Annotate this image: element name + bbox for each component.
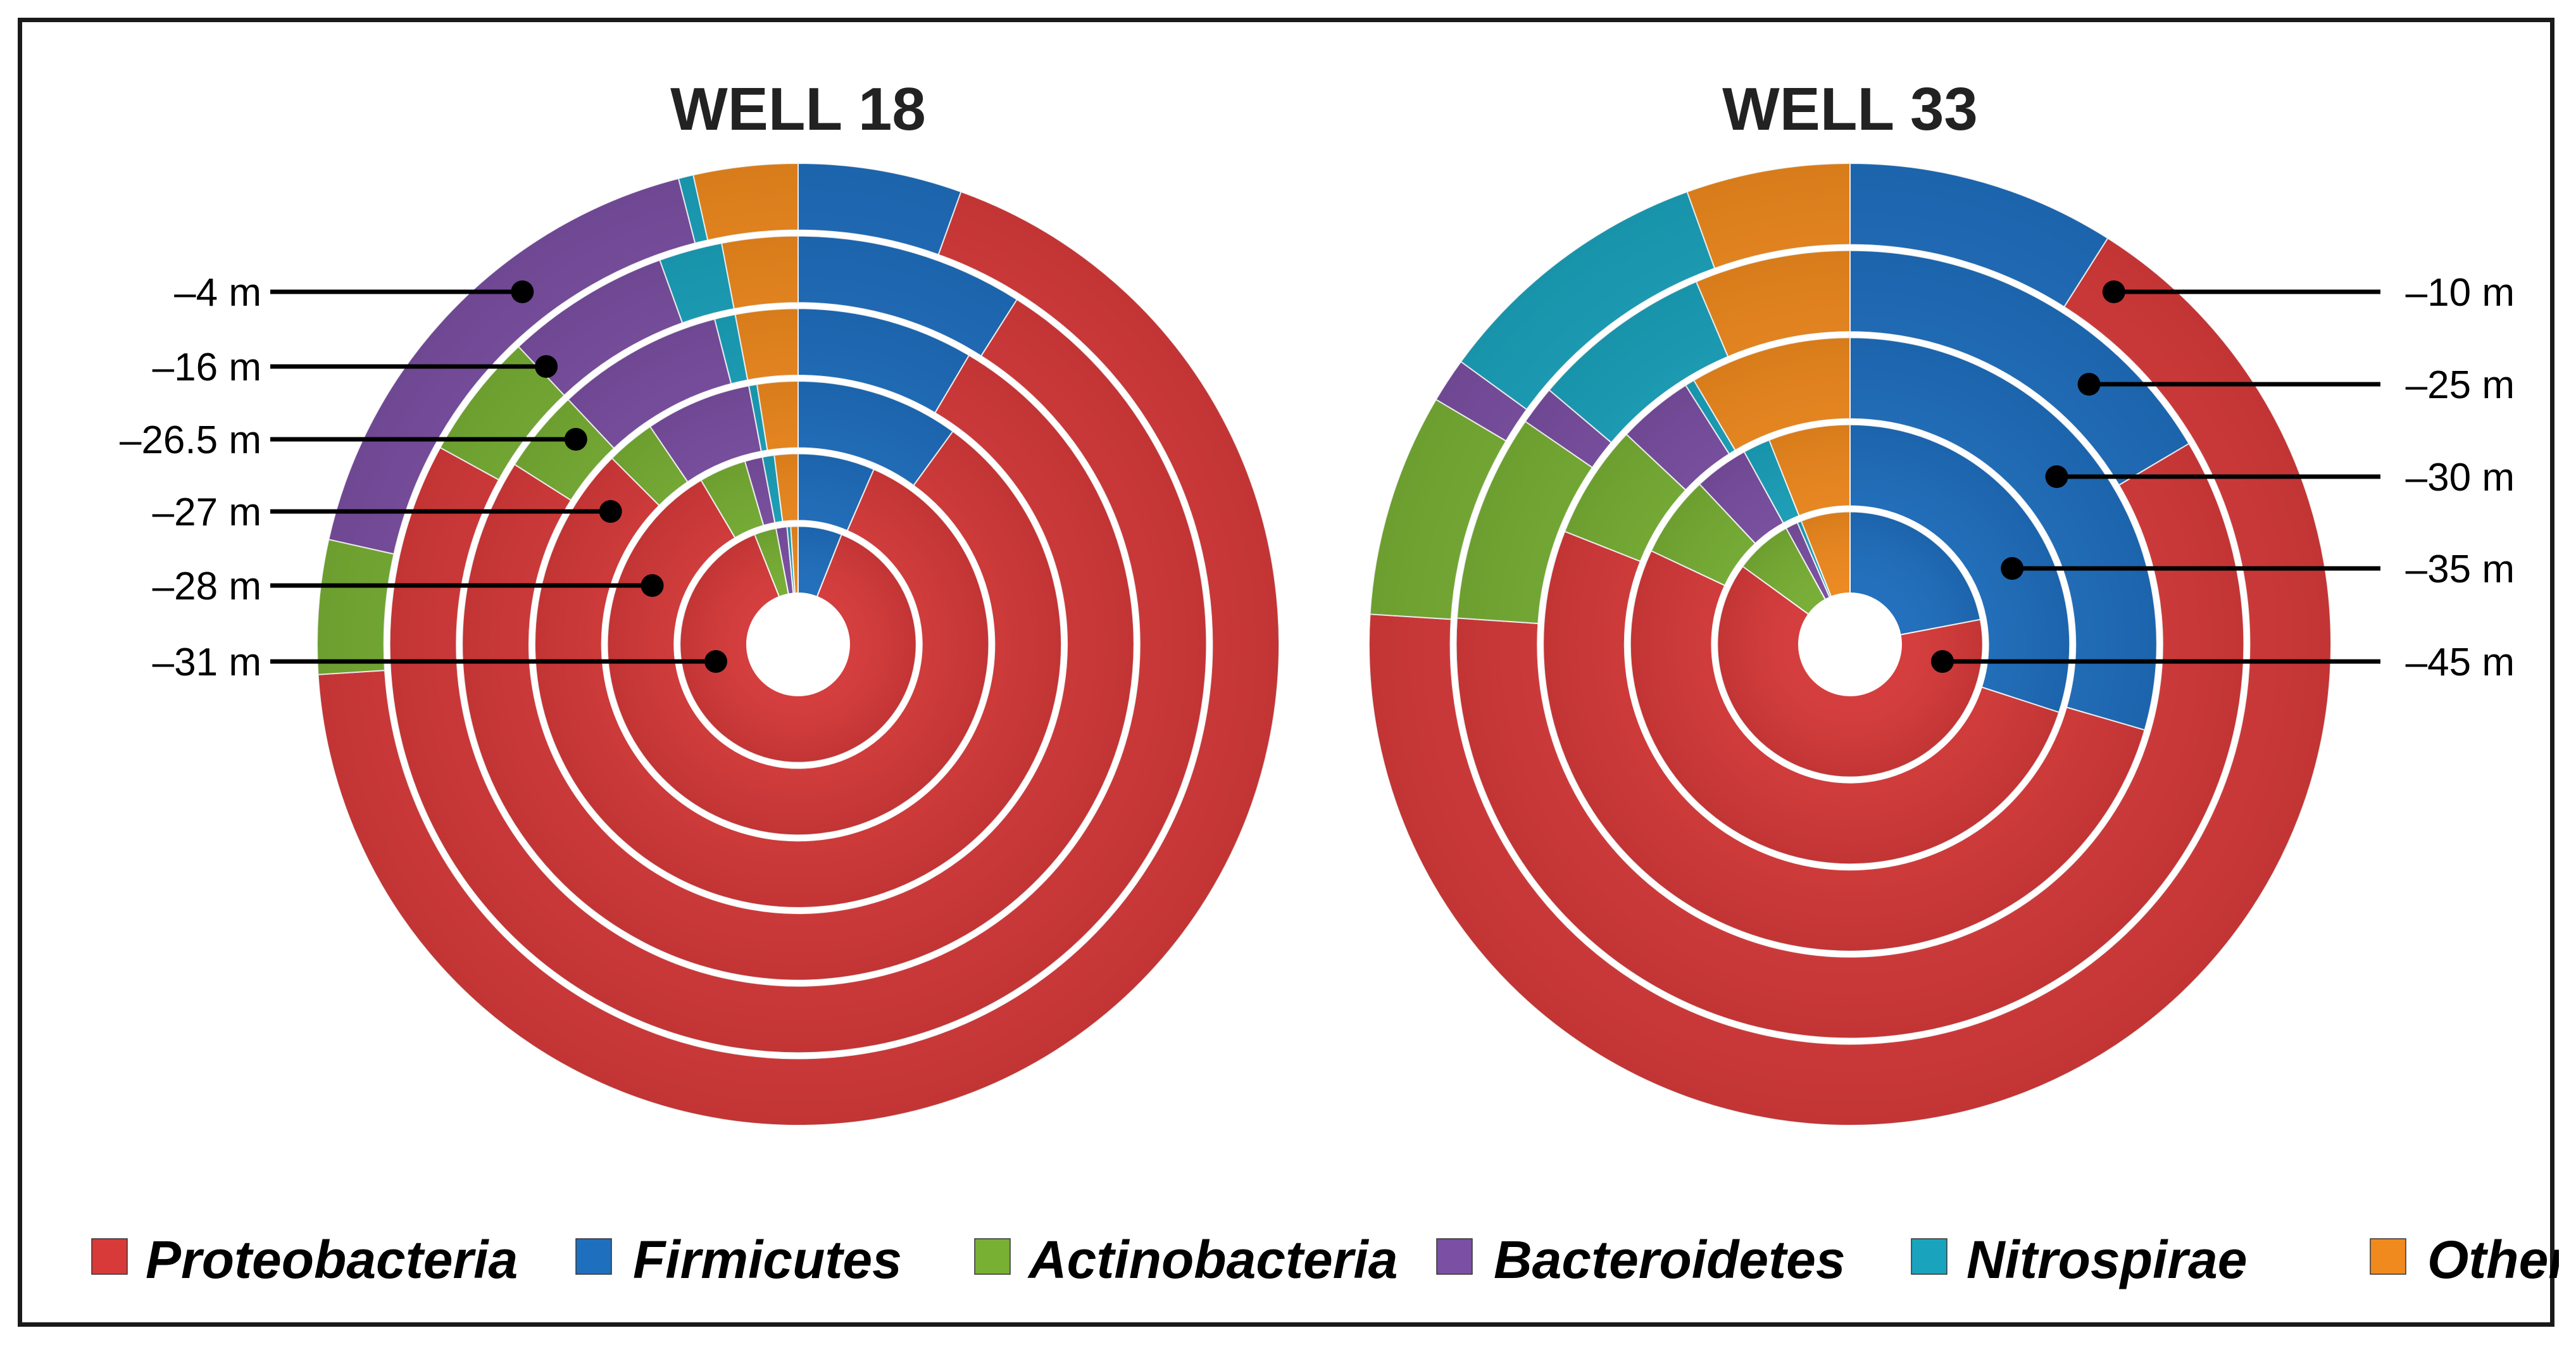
leader-dot: [599, 500, 622, 523]
leader-dot: [2077, 373, 2101, 396]
leader-dot: [564, 428, 587, 451]
depth-marker-25-m: –25 m: [2077, 363, 2515, 407]
legend-item-bacteroidetes: Bacteroidetes: [1436, 1230, 1846, 1289]
leader-dot: [2001, 557, 2024, 580]
depth-label: –10 m: [2406, 271, 2515, 315]
legend-swatch: [2370, 1238, 2406, 1275]
depth-marker-30-m: –30 m: [2045, 456, 2515, 499]
depth-label: –45 m: [2406, 641, 2515, 684]
donut-chart-well-18: WELL 18 –4 m –16 m –26.5 m –27 m –28 m –31 m: [120, 75, 1280, 1126]
leader-dot: [1931, 650, 1954, 673]
depth-label: –26.5 m: [120, 418, 261, 462]
depth-label: –4 m: [174, 271, 261, 315]
figure-frame: WELL 18 –4 m –16 m –26.5 m –27 m –28 m –31 m WE…: [18, 18, 2559, 1327]
ring-31-m: [679, 525, 917, 763]
leader-dot: [641, 574, 664, 597]
depth-marker-26-5-m: –26.5 m: [120, 418, 587, 462]
legend-label: Bacteroidetes: [1494, 1230, 1846, 1289]
chart-canvas: WELL 18–4 m–16 m–26.5 m–27 m–28 m–31 mWE…: [91, 75, 2559, 1289]
slice-actinobacteria: [316, 539, 395, 675]
slice-proteobacteria: [606, 468, 990, 836]
ring-28-m: [606, 453, 990, 836]
depth-label: –28 m: [153, 565, 261, 608]
donut-chart-well-33: WELL 33 –10 m –25 m –30 m –35 m –45 m: [1368, 75, 2515, 1126]
legend-label: Firmicutes: [633, 1230, 902, 1289]
ring-4-m: [316, 162, 1280, 1126]
legend-item-actinobacteria: Actinobacteria: [974, 1230, 1398, 1289]
chart-title: WELL 18: [670, 75, 926, 143]
legend-item-other: Other: [2370, 1230, 2559, 1289]
legend-item-firmicutes: Firmicutes: [575, 1230, 902, 1289]
slice-other: [720, 235, 799, 310]
legend-item-proteobacteria: Proteobacteria: [91, 1230, 518, 1289]
legend-item-nitrospirae: Nitrospirae: [1911, 1230, 2247, 1289]
leader-dot: [2102, 280, 2125, 303]
depth-marker-27-m: –27 m: [153, 491, 622, 534]
leader-dot: [704, 650, 727, 673]
legend-label: Other: [2427, 1230, 2559, 1289]
depth-marker-35-m: –35 m: [2001, 548, 2515, 591]
depth-label: –25 m: [2406, 363, 2515, 407]
ring-35-m: [1629, 423, 2071, 865]
legend-label: Actinobacteria: [1027, 1230, 1398, 1289]
chart-title: WELL 33: [1722, 75, 1978, 143]
legend-label: Proteobacteria: [146, 1230, 518, 1289]
leader-dot: [2045, 465, 2068, 488]
leader-dot: [511, 280, 534, 303]
depth-marker-28-m: –28 m: [153, 565, 664, 608]
legend-swatch: [575, 1238, 612, 1275]
legend-swatch: [1436, 1238, 1473, 1275]
ring-45-m: [1716, 511, 1984, 778]
legend-swatch: [91, 1238, 128, 1275]
slice-other: [692, 162, 799, 241]
depth-marker-4-m: –4 m: [174, 271, 534, 315]
depth-label: –27 m: [153, 491, 261, 534]
depth-marker-16-m: –16 m: [153, 346, 558, 389]
depth-label: –31 m: [153, 641, 261, 684]
depth-marker-31-m: –31 m: [153, 641, 727, 684]
legend-swatch: [1911, 1238, 1948, 1275]
depth-label: –16 m: [153, 346, 261, 389]
depth-label: –35 m: [2406, 548, 2515, 591]
legend-label: Nitrospirae: [1966, 1230, 2247, 1289]
legend-swatch: [974, 1238, 1011, 1275]
depth-marker-45-m: –45 m: [1931, 641, 2515, 684]
depth-label: –30 m: [2406, 456, 2515, 499]
depth-marker-10-m: –10 m: [2102, 271, 2515, 315]
leader-dot: [535, 355, 558, 378]
